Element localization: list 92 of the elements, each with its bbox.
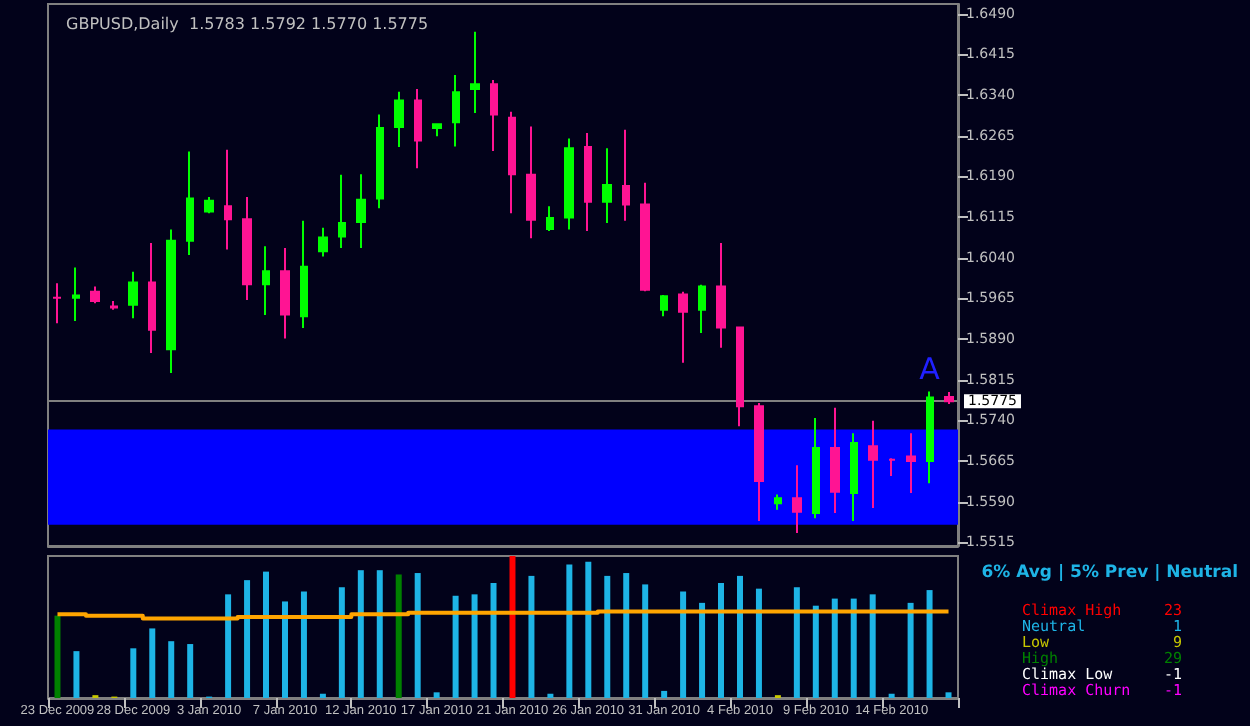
- bar: [452, 595, 459, 698]
- bar: [509, 556, 516, 698]
- candlestick: [830, 406, 840, 514]
- candlestick: [52, 282, 62, 325]
- bar: [395, 574, 402, 698]
- bar: [414, 573, 421, 698]
- annotation: A: [919, 350, 942, 387]
- bar: [850, 598, 857, 698]
- candlestick: [906, 432, 916, 494]
- bar: [907, 602, 914, 698]
- bar: [793, 587, 800, 698]
- bar: [736, 575, 743, 698]
- candlestick: [526, 125, 536, 240]
- bar: [566, 564, 573, 698]
- bar: [73, 651, 80, 698]
- candlestick: [584, 132, 592, 233]
- candlestick: [622, 128, 630, 222]
- candlestick: [262, 245, 270, 317]
- bar: [149, 628, 156, 698]
- candlestick: [716, 242, 726, 349]
- candlestick: [280, 246, 290, 340]
- candlestick: [926, 390, 934, 485]
- candlestick: [508, 110, 516, 215]
- bar: [471, 594, 478, 698]
- candlestick: [72, 266, 80, 323]
- bar: [812, 605, 819, 698]
- candlestick: [452, 74, 460, 148]
- bar: [300, 591, 307, 698]
- candlestick: [224, 148, 232, 251]
- bar: [831, 598, 838, 698]
- bar: [755, 588, 762, 698]
- bar: [338, 587, 345, 698]
- candlestick: [110, 300, 118, 311]
- bar: [699, 602, 706, 698]
- candlestick: [546, 205, 554, 233]
- bar: [623, 573, 630, 698]
- candlestick: [640, 181, 650, 293]
- candlestick: [376, 113, 384, 210]
- candlestick: [564, 137, 574, 231]
- bar: [642, 584, 649, 698]
- candlestick: [888, 457, 896, 478]
- bar: [168, 641, 175, 698]
- candlestick: [774, 493, 782, 511]
- bar: [585, 561, 592, 698]
- candlestick: [812, 417, 820, 520]
- candlestick: [204, 195, 214, 215]
- bar: [244, 580, 251, 698]
- candlestick: [432, 122, 442, 138]
- bar: [490, 582, 497, 698]
- candlestick: [470, 30, 480, 114]
- bar: [433, 692, 440, 698]
- candlestick: [754, 401, 764, 523]
- bar: [263, 571, 270, 698]
- candlestick: [90, 285, 100, 305]
- candlestick: [338, 173, 346, 249]
- bar: [661, 690, 668, 698]
- candlestick: [318, 226, 328, 258]
- bar: [869, 594, 876, 698]
- candlestick: [736, 325, 744, 428]
- candlestick: [414, 88, 422, 170]
- bar: [680, 591, 687, 698]
- bar: [130, 648, 137, 698]
- candlestick: [660, 294, 668, 318]
- bar: [376, 570, 383, 698]
- candlestick: [128, 270, 138, 320]
- bar: [225, 594, 232, 698]
- bar: [945, 692, 952, 698]
- bar: [718, 582, 725, 698]
- bar: [528, 575, 535, 698]
- candlestick: [148, 242, 156, 355]
- bar: [281, 601, 288, 698]
- bar: [187, 644, 194, 698]
- candlestick: [242, 195, 252, 301]
- candlestick: [394, 90, 404, 149]
- candlestick: [300, 219, 308, 330]
- candlestick: [850, 432, 858, 523]
- text: GBPUSD,Daily 1.5783 1.5792 1.5770 1.5775: [66, 15, 429, 33]
- candlestick: [868, 419, 878, 510]
- candlestick: [602, 147, 612, 224]
- candlestick: [792, 464, 802, 534]
- bar: [54, 615, 61, 698]
- text: 6% Avg | 5% Prev | Neutral: [981, 563, 1239, 583]
- candlestick: [166, 228, 176, 375]
- candlestick: [678, 290, 688, 364]
- candlestick: [944, 391, 954, 405]
- bar: [926, 590, 933, 698]
- candlestick: [490, 78, 498, 152]
- bar: [604, 575, 611, 698]
- candlestick: [356, 173, 366, 249]
- candlestick: [698, 283, 706, 334]
- candlestick: [186, 150, 194, 256]
- bar: [357, 570, 364, 698]
